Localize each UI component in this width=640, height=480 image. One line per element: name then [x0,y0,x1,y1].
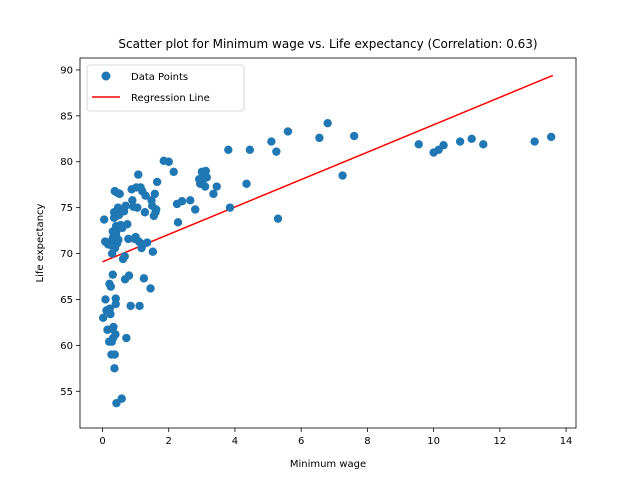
data-point [126,301,135,311]
data-point [283,127,293,136]
data-point [186,196,195,205]
data-point [338,171,347,180]
data-point [209,189,218,199]
data-point [202,173,212,182]
data-point [148,247,158,256]
y-tick-label: 80 [60,157,73,168]
data-point [143,238,152,247]
data-point [111,330,120,339]
y-tick-label: 90 [60,65,73,76]
x-axis-label: Minimum wage [290,459,366,470]
data-point [245,145,255,155]
data-point [177,197,187,206]
data-point [242,179,251,188]
data-point [111,294,120,303]
data-point [110,364,119,373]
data-point [140,208,150,217]
data-point [146,284,155,293]
x-tick-label: 12 [493,436,506,447]
data-point [123,219,132,229]
data-point [530,137,539,146]
data-point [225,203,235,212]
data-point [191,205,200,214]
data-point [141,191,150,200]
chart-title: Scatter plot for Minimum wage vs. Life e… [118,37,537,51]
data-point [414,140,423,149]
legend: Data Points Regression Line [86,64,245,112]
data-point [267,137,276,146]
data-point [128,196,137,205]
data-point [455,137,465,146]
data-point [150,189,160,199]
data-point [173,218,183,227]
x-tick-label: 10 [427,436,440,447]
x-tick-label: 2 [166,436,172,447]
x-tick-label: 8 [364,436,370,447]
data-point [439,141,448,150]
data-point [124,271,134,280]
plot-area [98,74,556,408]
x-axis-ticks: 0 2 4 6 8 10 12 14 [99,428,572,447]
data-point [108,270,117,279]
x-tick-label: 6 [298,436,304,447]
data-point [117,394,126,403]
data-point [139,274,149,283]
data-point [273,214,283,223]
y-tick-label: 70 [60,249,73,260]
data-point [114,235,123,244]
data-point [120,252,129,261]
x-tick-label: 0 [99,436,105,447]
data-point [200,182,210,191]
legend-label-regression-line: Regression Line [131,93,210,104]
y-axis-label: Life expectancy [35,203,46,282]
y-tick-label: 60 [60,341,73,352]
data-point [99,215,109,224]
x-tick-label: 14 [560,436,573,447]
data-point [135,301,144,311]
y-tick-label: 85 [60,111,73,122]
data-point [272,147,281,156]
data-point [152,177,162,187]
data-point [101,295,110,304]
data-point [201,166,211,176]
data-point [212,182,221,191]
data-point [546,132,556,142]
axes-frame [79,57,577,429]
data-point [315,133,324,143]
y-tick-label: 65 [60,295,73,306]
y-axis-ticks: 55 60 65 70 75 80 85 90 [60,65,80,398]
data-point [224,145,233,155]
y-tick-label: 75 [60,203,73,214]
data-point [323,118,332,128]
data-point [124,234,133,244]
legend-marker-data-points [101,71,111,81]
data-point [106,282,115,291]
regression-line [102,74,554,263]
data-point [109,322,118,332]
data-point [134,170,143,179]
legend-frame [86,64,245,112]
data-point [164,157,173,166]
y-tick-label: 55 [60,387,73,398]
data-point [122,333,131,343]
legend-label-data-points: Data Points [131,72,188,83]
data-point [467,134,476,143]
data-point [115,189,124,199]
data-point [121,201,130,211]
data-point [151,205,161,214]
data-point [169,167,178,177]
data-point [106,309,115,319]
data-point [133,203,142,212]
data-point [110,350,119,359]
data-point [479,140,488,149]
data-point [98,313,108,323]
data-point [349,131,359,141]
x-tick-label: 4 [232,436,238,447]
